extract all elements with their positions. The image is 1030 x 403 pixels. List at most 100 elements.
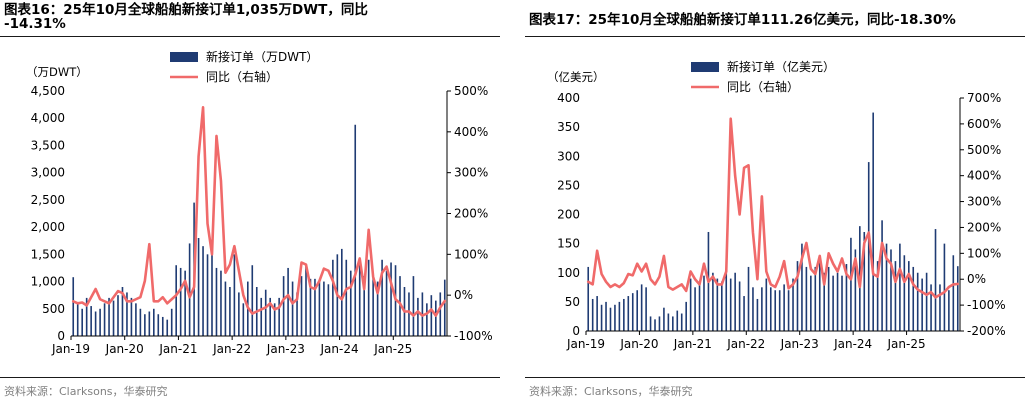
x-tick-label: Jan-20 (619, 337, 658, 351)
dwt-chart: （万DWT） 0 500 1,000 1,500 2,000 2,500 3,000 3,500… (26, 49, 493, 356)
legend-bar-swatch (170, 52, 198, 62)
data-bar (157, 314, 160, 336)
data-bar (614, 304, 616, 331)
data-bar (810, 275, 812, 331)
data-bar (832, 275, 834, 331)
data-bar (587, 266, 590, 331)
y-tick-label: 4,000 (31, 111, 65, 125)
data-bar (872, 112, 874, 331)
data-bar (296, 292, 298, 336)
data-bar (680, 313, 683, 331)
data-bar (769, 287, 772, 331)
data-bar (309, 278, 312, 336)
data-bar (894, 261, 897, 331)
data-bar (912, 266, 915, 331)
data-bar (85, 297, 88, 336)
data-bar (908, 261, 910, 331)
data-bar (841, 275, 843, 331)
data-bar (609, 307, 612, 331)
data-bar (627, 296, 630, 331)
y2-tick-label: -100% (967, 298, 1006, 312)
data-bar (381, 259, 383, 336)
data-bar (903, 255, 906, 331)
data-bar (332, 259, 334, 336)
data-bar (72, 277, 75, 336)
x-tick-label: Jan-25 (373, 342, 412, 356)
data-bar (323, 281, 325, 336)
y-axis-unit-label: （亿美元） (547, 70, 605, 84)
y-tick-label: 250 (557, 178, 580, 192)
data-bar (300, 276, 303, 336)
data-bar (890, 249, 892, 331)
data-bar (367, 259, 370, 336)
data-bar (287, 267, 289, 336)
y2-tick-label: 300% (454, 166, 488, 180)
y-tick-label: 2,000 (31, 220, 65, 234)
y2-tick-label: 300% (967, 195, 1001, 209)
data-bar (752, 287, 754, 331)
data-bar (836, 272, 839, 331)
data-bar (814, 266, 817, 331)
data-bar (121, 287, 124, 336)
data-bar (921, 278, 923, 331)
data-bar (426, 303, 428, 336)
y2-tick-label: 100% (967, 246, 1001, 260)
y2-tick-label: 600% (967, 117, 1001, 131)
data-bar (349, 270, 352, 336)
data-bar (943, 243, 946, 332)
y-tick-label: 3,000 (31, 166, 65, 180)
y2-tick-label: 200% (967, 220, 1001, 234)
data-bar (658, 316, 661, 331)
data-bar (318, 281, 321, 336)
data-bar (354, 124, 357, 336)
data-bar (925, 272, 928, 331)
data-bar (952, 255, 955, 331)
data-bar (774, 290, 777, 331)
data-bar (640, 284, 643, 331)
data-bar (430, 295, 433, 336)
y2-tick-label: 500% (967, 143, 1001, 157)
data-bar (126, 292, 128, 336)
data-bar (672, 316, 674, 331)
x-tick-label: Jan-24 (320, 342, 359, 356)
data-bar (734, 272, 736, 331)
data-bar (412, 276, 415, 336)
data-bar (623, 298, 625, 331)
data-bar (269, 297, 271, 336)
data-bar (716, 278, 719, 331)
x-tick-label: Jan-23 (780, 337, 819, 351)
y-tick-label: 100 (557, 266, 580, 280)
data-bar (689, 278, 692, 331)
y2-tick-label: 400% (454, 125, 488, 139)
data-bar (345, 259, 348, 336)
y-tick-label: 1,500 (31, 247, 65, 261)
source-note: 资料来源：Clarksons，华泰研究 (529, 385, 693, 398)
data-bar (153, 308, 155, 336)
data-bar (756, 298, 759, 331)
data-bar (854, 249, 857, 331)
data-bar (703, 275, 705, 331)
y2-tick-label: 100% (454, 247, 488, 261)
chart-title-line1: 图表16：25年10月全球船舶新接订单1,035万DWT，同比 (4, 2, 368, 18)
data-bar (238, 292, 240, 336)
data-bar (663, 307, 665, 331)
y-axis-unit-label: （万DWT） (26, 65, 88, 79)
x-tick-label: Jan-19 (566, 337, 605, 351)
data-bar (94, 311, 97, 336)
source-divider (0, 377, 500, 378)
y-tick-label: 200 (557, 208, 580, 222)
x-tick-label: Jan-22 (212, 342, 251, 356)
data-bar (823, 272, 825, 331)
data-bar (135, 303, 137, 336)
y2-tick-label: -100% (454, 329, 493, 343)
data-bar (229, 287, 231, 336)
data-bar (197, 238, 200, 336)
title-divider (0, 36, 500, 37)
chart-title-line2: -14.31% (4, 16, 66, 32)
data-bar (948, 290, 950, 331)
y2-tick-label: 0% (967, 272, 986, 286)
yoy-line (586, 117, 960, 299)
data-bar (179, 267, 182, 336)
data-bar (698, 284, 701, 331)
legend-line-label: 同比（右轴） (727, 79, 799, 94)
